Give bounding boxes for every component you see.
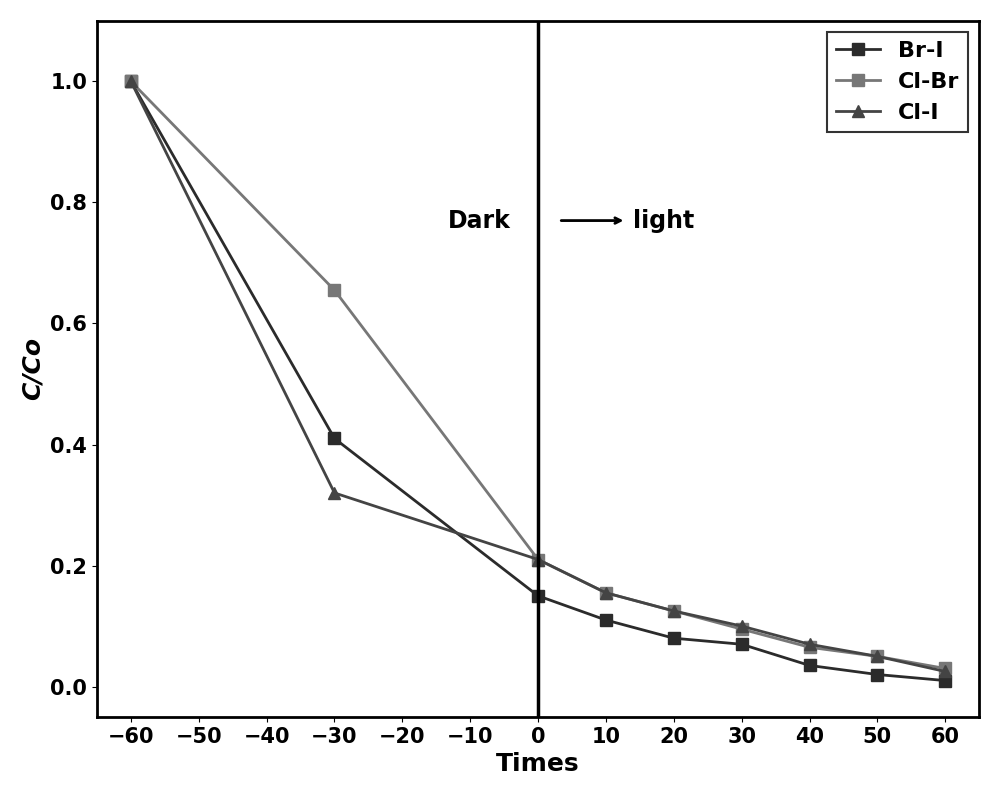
Cl-I	[125, 77, 137, 86]
Cl-Br	[736, 624, 748, 634]
Legend: Br-I, Cl-Br, Cl-I: Br-I, Cl-Br, Cl-I	[827, 32, 968, 132]
Text: light: light	[633, 209, 694, 233]
Cl-I	[804, 639, 816, 649]
Cl-Br	[532, 555, 544, 564]
Cl-Br	[328, 285, 340, 295]
Line: Cl-I: Cl-I	[125, 75, 951, 677]
Cl-Br	[668, 607, 680, 616]
Br-I	[125, 77, 137, 86]
Line: Cl-Br: Cl-Br	[125, 75, 951, 675]
Br-I	[871, 669, 883, 679]
Text: Dark: Dark	[448, 209, 511, 233]
Cl-Br	[125, 77, 137, 86]
Br-I	[532, 591, 544, 601]
Line: Br-I: Br-I	[125, 75, 951, 687]
Cl-I	[328, 488, 340, 497]
Cl-I	[532, 555, 544, 564]
Cl-Br	[600, 588, 612, 598]
Br-I	[804, 661, 816, 670]
Cl-I	[600, 588, 612, 598]
Cl-Br	[939, 664, 951, 673]
Cl-I	[871, 652, 883, 662]
Cl-I	[668, 607, 680, 616]
Br-I	[600, 615, 612, 625]
Cl-Br	[804, 642, 816, 652]
Br-I	[668, 634, 680, 643]
Br-I	[939, 676, 951, 685]
Cl-I	[939, 667, 951, 677]
X-axis label: Times: Times	[496, 752, 580, 776]
Br-I	[328, 434, 340, 443]
Br-I	[736, 639, 748, 649]
Cl-Br	[871, 652, 883, 662]
Cl-I	[736, 622, 748, 631]
Y-axis label: C/Co: C/Co	[21, 337, 45, 400]
